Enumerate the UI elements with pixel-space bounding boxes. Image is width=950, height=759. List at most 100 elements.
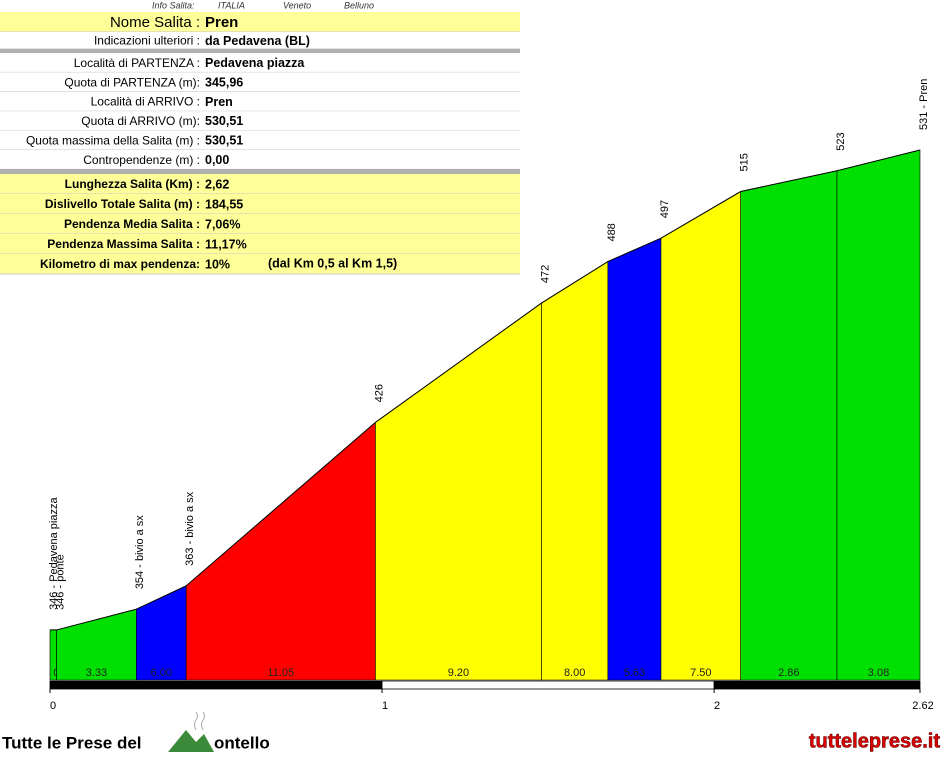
row-bg	[0, 53, 520, 73]
gradient-segment	[607, 237, 662, 681]
point-label: 472	[539, 265, 551, 283]
gradient-label: 8.00	[564, 667, 585, 679]
profile-line	[50, 149, 921, 631]
row-label: Quota di ARRIVO (m):	[81, 114, 200, 128]
point-label: 354 - bivio a sx	[134, 515, 146, 589]
x-tick-label: 2.62	[912, 700, 933, 712]
row-label: Lunghezza Salita (Km) :	[65, 177, 200, 191]
summary-note: (dal Km 0,5 al Km 1,5)	[268, 256, 397, 270]
gradient-segment	[836, 149, 921, 681]
gradient-segment	[136, 585, 187, 681]
row-bg	[0, 254, 520, 274]
gradient-segment	[660, 190, 741, 681]
row-value: 11,17%	[205, 237, 247, 251]
info-row: Lunghezza Salita (Km) : 2,62	[65, 177, 230, 191]
gradient-label: 3.08	[868, 667, 889, 679]
point-label: 426	[373, 384, 385, 402]
point-label: 488	[606, 223, 618, 241]
info-header: Veneto	[283, 0, 311, 10]
info-row: Indicazioni ulteriori : da Pedavena (BL)	[94, 34, 310, 48]
site-link[interactable]: tutteleprese.it	[809, 730, 941, 753]
info-row: Località di PARTENZA : Pedavena piazza	[74, 56, 306, 70]
row-label: Pendenza Massima Salita :	[47, 237, 200, 251]
gradient-label: 11.05	[267, 667, 294, 679]
row-bg	[0, 194, 520, 214]
gradient-label: 6.00	[151, 667, 172, 679]
row-bg	[0, 234, 520, 254]
km-bar	[381, 680, 715, 690]
row-bg	[0, 111, 520, 131]
info-row: Località di ARRIVO : Pren	[91, 95, 233, 109]
point-label: 346 - ponte	[55, 554, 67, 610]
info-row: Quota massima della Salita (m) : 530,51	[26, 133, 243, 147]
info-row: Quota di PARTENZA (m): 345,96	[64, 75, 243, 89]
gradient-label: 3.33	[86, 667, 107, 679]
gradient-segment	[375, 302, 542, 681]
x-tick-label: 1	[382, 700, 388, 712]
row-value: 7,06%	[205, 217, 240, 231]
gradient-label: 0	[53, 667, 59, 679]
gradient-label: 5.63	[624, 667, 645, 679]
gradient-segment	[541, 261, 609, 681]
row-value: da Pedavena (BL)	[205, 34, 310, 48]
row-value: 184,55	[205, 197, 243, 211]
row-value: 530,51	[205, 114, 243, 128]
row-label: Nome Salita :	[110, 14, 200, 31]
point-label: 346 - Pedavena piazza	[48, 497, 60, 610]
row-bg	[0, 72, 520, 92]
row-bg	[0, 12, 520, 32]
gradient-label: 2.86	[778, 667, 799, 679]
row-label: Località di PARTENZA :	[74, 56, 200, 70]
gradient-segment	[185, 421, 376, 681]
row-bg	[0, 174, 520, 194]
info-table: Info Salita: ITALIA Veneto Belluno Nome Sali…	[0, 0, 520, 275]
row-label: Quota massima della Salita (m) :	[26, 133, 200, 147]
info-row: Quota di ARRIVO (m): 530,51	[81, 114, 243, 128]
row-bg	[0, 150, 520, 170]
row-value: Pedavena piazza	[205, 56, 305, 70]
row-bg	[0, 91, 520, 112]
row-value: Pren	[205, 95, 233, 109]
row-value: 530,51	[205, 134, 243, 148]
info-row: Contropendenze (m) : 0,00	[83, 153, 229, 167]
separator	[0, 49, 520, 53]
row-value: 2,62	[205, 177, 229, 191]
separator	[0, 169, 520, 174]
km-bar	[713, 680, 921, 690]
logo-text: Tutte le Prese del	[2, 733, 142, 752]
point-label: 523	[835, 132, 847, 150]
x-tick-label: 2	[714, 700, 720, 712]
gradient-label: 9.20	[448, 667, 469, 679]
info-row: Dislivello Totale Salita (m) : 184,55	[45, 197, 243, 211]
logo-steam	[194, 711, 205, 731]
point-label: 515	[739, 153, 751, 171]
row-label: Quota di PARTENZA (m):	[64, 75, 200, 89]
logo-mountain	[168, 730, 214, 752]
row-bg	[0, 130, 520, 150]
row-value: 0,00	[205, 153, 229, 167]
logo-text: ontello	[214, 733, 270, 752]
footer: Tutte le Prese del ontello tutteleprese.…	[2, 711, 941, 753]
info-row: Pendenza Massima Salita : 11,17%	[47, 237, 246, 251]
info-header: Belluno	[344, 0, 374, 10]
row-label: Indicazioni ulteriori :	[94, 34, 200, 48]
point-label: 531 - Pren	[918, 79, 930, 130]
gradient-label: 7.50	[690, 667, 711, 679]
info-row: Nome Salita : Pren	[110, 14, 238, 31]
km-bar	[49, 680, 383, 690]
row-label: Contropendenze (m) :	[83, 153, 200, 167]
row-label: Kilometro di max pendenza:	[40, 257, 200, 271]
row-label: Località di ARRIVO :	[91, 95, 200, 109]
x-tick-label: 0	[50, 700, 56, 712]
info-row: Kilometro di max pendenza: 10%	[40, 257, 230, 271]
point-label: 363 - bivio a sx	[184, 491, 196, 565]
row-value: Pren	[205, 14, 238, 31]
point-label: 497	[659, 200, 671, 218]
info-row: Pendenza Media Salita : 7,06%	[64, 217, 241, 231]
row-label: Pendenza Media Salita :	[64, 217, 200, 231]
row-value: 345,96	[205, 75, 243, 89]
info-header: Info Salita:	[152, 0, 195, 10]
profile-chart: 0 3.33 6.00 11.05 9.20 8.00 5.63 7.50 2.86 3.08 34…	[48, 79, 934, 712]
row-value: 10%	[205, 257, 230, 271]
